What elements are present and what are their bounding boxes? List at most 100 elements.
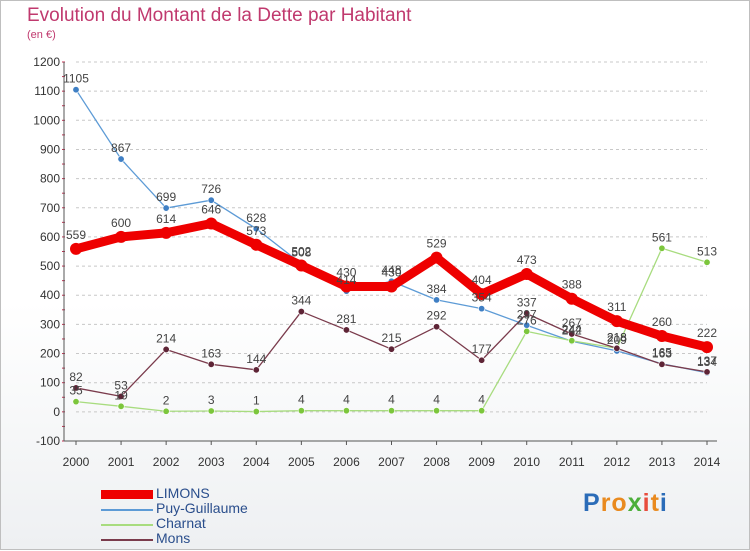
logo-letter: t xyxy=(650,489,660,517)
data-point-mons xyxy=(207,360,215,368)
data-label-mons: 163 xyxy=(201,346,221,360)
data-label-limons: 222 xyxy=(697,326,717,340)
y-tick-label: 1200 xyxy=(33,55,60,69)
data-label-puy-guillaume: 1105 xyxy=(63,72,89,86)
legend-swatch-puy-guillaume xyxy=(101,509,153,511)
data-label-puy-guillaume: 628 xyxy=(246,211,266,225)
data-point-limons xyxy=(610,315,623,328)
data-label-mons: 344 xyxy=(291,294,311,308)
data-label-puy-guillaume: 414 xyxy=(336,273,356,287)
logo-letter: r xyxy=(600,489,612,517)
data-point-limons xyxy=(115,230,128,243)
data-label-mons: 144 xyxy=(246,352,266,366)
data-point-mons xyxy=(297,308,305,316)
data-label-charnat: 513 xyxy=(697,244,717,258)
y-tick-label: 600 xyxy=(40,230,60,244)
data-point-limons xyxy=(385,280,398,293)
x-tick-label: 2001 xyxy=(108,455,135,469)
data-point-mons xyxy=(162,345,170,353)
x-tick-label: 2011 xyxy=(559,455,585,469)
data-point-puy-guillaume xyxy=(117,155,125,163)
proxiti-logo: Proxiti xyxy=(583,489,668,518)
data-point-mons xyxy=(613,344,621,352)
data-label-charnat: 4 xyxy=(388,393,395,407)
data-label-charnat: 4 xyxy=(478,393,485,407)
y-tick-label: 500 xyxy=(40,259,60,273)
x-tick-label: 2013 xyxy=(649,455,676,469)
x-tick-label: 2014 xyxy=(694,455,721,469)
data-label-puy-guillaume: 297 xyxy=(517,307,537,321)
data-point-charnat xyxy=(342,407,350,415)
data-point-mons xyxy=(568,330,576,338)
legend-item: LIMONS xyxy=(101,485,321,502)
data-label-mons: 218 xyxy=(607,330,627,344)
y-tick-label: 400 xyxy=(40,288,60,302)
x-tick-label: 2003 xyxy=(198,455,225,469)
data-label-limons: 404 xyxy=(472,273,492,287)
data-label-puy-guillaume: 242 xyxy=(562,323,582,337)
data-label-puy-guillaume: 384 xyxy=(427,282,447,296)
data-label-charnat: 4 xyxy=(433,393,440,407)
x-tick-label: 2012 xyxy=(604,455,631,469)
data-point-puy-guillaume xyxy=(478,305,486,313)
x-tick-label: 2005 xyxy=(288,455,315,469)
data-label-puy-guillaume: 165 xyxy=(652,346,672,360)
data-label-charnat: 35 xyxy=(69,384,83,398)
data-labels: 1105867699726628508414448384354297242209… xyxy=(63,72,717,408)
data-point-charnat xyxy=(703,258,711,266)
data-point-mons xyxy=(72,384,80,392)
data-point-charnat xyxy=(207,407,215,415)
data-label-mons: 53 xyxy=(114,378,128,392)
x-tick-label: 2000 xyxy=(63,455,90,469)
data-label-mons: 292 xyxy=(427,309,447,323)
x-tick-label: 2009 xyxy=(468,455,495,469)
data-label-mons: 163 xyxy=(652,346,672,360)
data-label-puy-guillaume: 726 xyxy=(201,182,221,196)
legend-label: LIMONS xyxy=(156,485,210,501)
data-point-mons xyxy=(658,360,666,368)
chart-unit: (en €) xyxy=(27,29,56,41)
y-tick-label: 700 xyxy=(40,201,60,215)
data-label-mons: 214 xyxy=(156,331,176,345)
data-point-charnat xyxy=(252,408,260,416)
data-point-limons xyxy=(520,267,533,280)
data-label-limons: 559 xyxy=(66,228,86,242)
data-label-mons: 337 xyxy=(517,296,537,310)
data-point-charnat xyxy=(433,407,441,415)
legend-item: Mons xyxy=(101,530,321,547)
data-point-mons xyxy=(342,326,350,334)
y-tick-label: 1100 xyxy=(34,84,60,98)
data-label-limons: 646 xyxy=(201,203,221,217)
data-point-charnat xyxy=(387,407,395,415)
data-label-charnat: 244 xyxy=(562,323,582,337)
data-label-charnat: 4 xyxy=(298,393,305,407)
data-point-puy-guillaume xyxy=(433,296,441,304)
data-point-puy-guillaume xyxy=(72,86,80,94)
data-label-puy-guillaume: 209 xyxy=(607,333,627,347)
x-tick-label: 2007 xyxy=(378,455,405,469)
y-tick-label: 100 xyxy=(40,376,60,390)
data-label-puy-guillaume: 448 xyxy=(381,263,401,277)
data-label-charnat: 218 xyxy=(607,330,627,344)
logo-letter: x xyxy=(627,489,643,517)
data-label-limons: 502 xyxy=(291,244,311,258)
data-label-limons: 529 xyxy=(427,237,447,251)
data-label-charnat: 4 xyxy=(343,393,350,407)
grid-lines xyxy=(76,61,707,442)
x-tick-label: 2002 xyxy=(153,455,180,469)
data-label-limons: 260 xyxy=(652,315,672,329)
chart-title: Evolution du Montant de la Dette par Hab… xyxy=(27,5,412,26)
series-group xyxy=(70,86,713,416)
data-label-charnat: 1 xyxy=(253,394,260,408)
data-point-limons xyxy=(70,242,82,255)
x-tick-label: 2010 xyxy=(513,455,540,469)
data-point-mons xyxy=(117,392,125,400)
legend-swatch-mons xyxy=(101,539,153,541)
data-point-mons xyxy=(478,356,486,364)
data-point-limons xyxy=(250,238,263,251)
data-label-charnat: 19 xyxy=(114,388,128,402)
data-point-charnat xyxy=(297,407,305,415)
data-point-limons xyxy=(565,292,578,305)
data-point-limons xyxy=(160,226,173,239)
data-label-charnat: 561 xyxy=(652,230,672,244)
